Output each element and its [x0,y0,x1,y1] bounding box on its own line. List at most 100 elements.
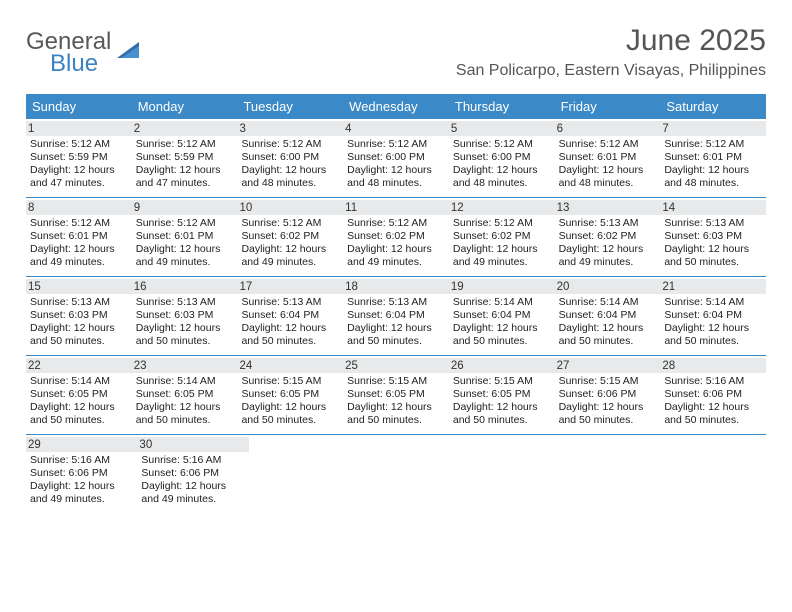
daylight-line: Daylight: 12 hours and 50 minutes. [664,243,762,269]
day-header: Wednesday [343,94,449,119]
day-details: Sunrise: 5:12 AMSunset: 6:01 PMDaylight:… [664,138,762,191]
sunset-line: Sunset: 6:06 PM [30,467,133,480]
calendar-cell: 1Sunrise: 5:12 AMSunset: 5:59 PMDaylight… [26,119,132,197]
calendar-cell: 23Sunrise: 5:14 AMSunset: 6:05 PMDayligh… [132,356,238,434]
day-number: 24 [237,358,343,373]
sunset-line: Sunset: 6:02 PM [241,230,339,243]
day-details: Sunrise: 5:15 AMSunset: 6:05 PMDaylight:… [241,375,339,428]
day-details: Sunrise: 5:12 AMSunset: 6:01 PMDaylight:… [30,217,128,270]
sunrise-line: Sunrise: 5:15 AM [453,375,551,388]
day-details: Sunrise: 5:14 AMSunset: 6:05 PMDaylight:… [136,375,234,428]
daylight-line: Daylight: 12 hours and 50 minutes. [241,322,339,348]
calendar-cell: 12Sunrise: 5:12 AMSunset: 6:02 PMDayligh… [449,198,555,276]
day-header: Saturday [660,94,766,119]
sunset-line: Sunset: 6:02 PM [347,230,445,243]
day-details: Sunrise: 5:12 AMSunset: 5:59 PMDaylight:… [30,138,128,191]
day-details: Sunrise: 5:12 AMSunset: 6:02 PMDaylight:… [347,217,445,270]
day-number: 5 [449,121,555,136]
day-header: Sunday [26,94,132,119]
calendar-week: 29Sunrise: 5:16 AMSunset: 6:06 PMDayligh… [26,434,766,513]
day-number: 10 [237,200,343,215]
sunrise-line: Sunrise: 5:12 AM [136,217,234,230]
sunrise-line: Sunrise: 5:13 AM [136,296,234,309]
sunset-line: Sunset: 6:03 PM [664,230,762,243]
calendar-cell: 19Sunrise: 5:14 AMSunset: 6:04 PMDayligh… [449,277,555,355]
daylight-line: Daylight: 12 hours and 50 minutes. [136,322,234,348]
sunrise-line: Sunrise: 5:12 AM [453,217,551,230]
daylight-line: Daylight: 12 hours and 50 minutes. [559,401,657,427]
calendar-cell: 13Sunrise: 5:13 AMSunset: 6:02 PMDayligh… [555,198,661,276]
day-number: 20 [555,279,661,294]
sunset-line: Sunset: 6:05 PM [30,388,128,401]
calendar-week: 8Sunrise: 5:12 AMSunset: 6:01 PMDaylight… [26,197,766,276]
day-details: Sunrise: 5:12 AMSunset: 6:00 PMDaylight:… [453,138,551,191]
day-details: Sunrise: 5:14 AMSunset: 6:04 PMDaylight:… [559,296,657,349]
sunrise-line: Sunrise: 5:16 AM [141,454,244,467]
day-details: Sunrise: 5:12 AMSunset: 5:59 PMDaylight:… [136,138,234,191]
daylight-line: Daylight: 12 hours and 49 minutes. [453,243,551,269]
day-details: Sunrise: 5:16 AMSunset: 6:06 PMDaylight:… [30,454,133,507]
daylight-line: Daylight: 12 hours and 50 minutes. [30,322,128,348]
empty-cell [249,435,352,513]
sunset-line: Sunset: 6:01 PM [136,230,234,243]
calendar-cell: 8Sunrise: 5:12 AMSunset: 6:01 PMDaylight… [26,198,132,276]
sunset-line: Sunset: 6:06 PM [664,388,762,401]
sunset-line: Sunset: 6:05 PM [241,388,339,401]
sunset-line: Sunset: 6:04 PM [453,309,551,322]
location-line: San Policarpo, Eastern Visayas, Philippi… [456,62,766,80]
calendar-cell: 10 Sunrise: 5:12 AMSunset: 6:02 PMDayligh… [237,198,343,276]
sunset-line: Sunset: 6:02 PM [559,230,657,243]
sunrise-line: Sunrise: 5:13 AM [241,296,339,309]
day-number: 7 [660,121,766,136]
day-details: Sunrise: 5:14 AMSunset: 6:05 PMDaylight:… [30,375,128,428]
logo-word-2: Blue [50,52,111,76]
day-details: Sunrise: 5:12 AMSunset: 6:01 PMDaylight:… [559,138,657,191]
day-details: Sunrise: 5:14 AMSunset: 6:04 PMDaylight:… [664,296,762,349]
day-number: 9 [132,200,238,215]
sunrise-line: Sunrise: 5:14 AM [664,296,762,309]
day-details: Sunrise: 5:13 AMSunset: 6:03 PMDaylight:… [136,296,234,349]
sunrise-line: Sunrise: 5:15 AM [559,375,657,388]
day-details: Sunrise: 5:12 AMSunset: 6:00 PMDaylight:… [241,138,339,191]
calendar-cell: 9 Sunrise: 5:12 AMSunset: 6:01 PMDaylight… [132,198,238,276]
sunset-line: Sunset: 6:04 PM [559,309,657,322]
daylight-line: Daylight: 12 hours and 48 minutes. [241,164,339,190]
day-details: Sunrise: 5:16 AMSunset: 6:06 PMDaylight:… [141,454,244,507]
calendar-cell: 6Sunrise: 5:12 AMSunset: 6:01 PMDaylight… [555,119,661,197]
month-title: June 2025 [456,24,766,58]
day-details: Sunrise: 5:12 AMSunset: 6:02 PMDaylight:… [453,217,551,270]
calendar-grid: SundayMondayTuesdayWednesdayThursdayFrid… [26,94,766,513]
daylight-line: Daylight: 12 hours and 50 minutes. [30,401,128,427]
day-number: 3 [237,121,343,136]
daylight-line: Daylight: 12 hours and 48 minutes. [664,164,762,190]
day-number: 19 [449,279,555,294]
day-details: Sunrise: 5:15 AMSunset: 6:05 PMDaylight:… [453,375,551,428]
calendar-cell: 25Sunrise: 5:15 AMSunset: 6:05 PMDayligh… [343,356,449,434]
daylight-line: Daylight: 12 hours and 50 minutes. [664,322,762,348]
sunset-line: Sunset: 6:01 PM [30,230,128,243]
day-number: 16 [132,279,238,294]
day-details: Sunrise: 5:12 AMSunset: 6:02 PMDaylight:… [241,217,339,270]
daylight-line: Daylight: 12 hours and 50 minutes. [347,322,445,348]
calendar-cell: 14Sunrise: 5:13 AMSunset: 6:03 PMDayligh… [660,198,766,276]
sunrise-line: Sunrise: 5:12 AM [347,217,445,230]
calendar-cell: 30Sunrise: 5:16 AMSunset: 6:06 PMDayligh… [137,435,248,513]
daylight-line: Daylight: 12 hours and 49 minutes. [136,243,234,269]
sunrise-line: Sunrise: 5:12 AM [241,217,339,230]
sunrise-line: Sunrise: 5:13 AM [347,296,445,309]
sunrise-line: Sunrise: 5:12 AM [347,138,445,151]
calendar-cell: 18Sunrise: 5:13 AMSunset: 6:04 PMDayligh… [343,277,449,355]
day-number: 29 [26,437,137,452]
sunrise-line: Sunrise: 5:16 AM [664,375,762,388]
calendar-week: 22Sunrise: 5:14 AMSunset: 6:05 PMDayligh… [26,355,766,434]
sunset-line: Sunset: 6:06 PM [141,467,244,480]
sunset-line: Sunset: 6:02 PM [453,230,551,243]
daylight-line: Daylight: 12 hours and 49 minutes. [30,480,133,506]
sunset-line: Sunset: 6:04 PM [664,309,762,322]
day-number: 11 [343,200,449,215]
day-number: 28 [660,358,766,373]
day-details: Sunrise: 5:13 AMSunset: 6:04 PMDaylight:… [347,296,445,349]
day-number: 13 [555,200,661,215]
day-header: Friday [555,94,661,119]
empty-cell [352,435,455,513]
